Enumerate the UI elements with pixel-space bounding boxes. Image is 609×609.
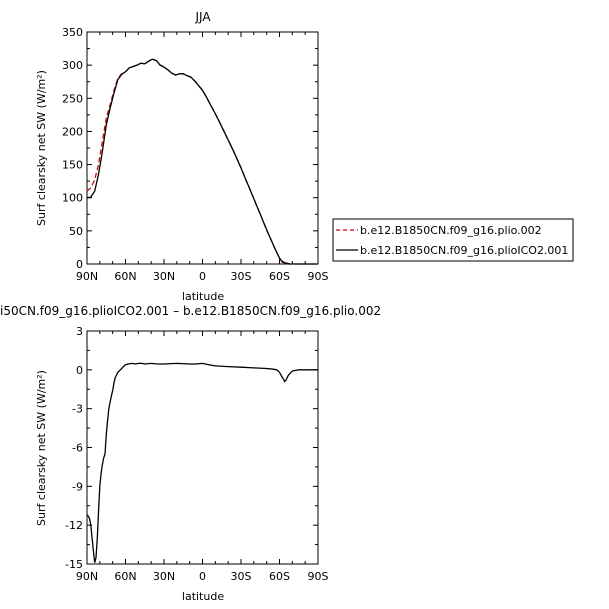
top-x-tick-label: 90N — [76, 270, 98, 283]
bottom-x-axis-label: latitude — [182, 590, 224, 603]
top-x-tick-label: 30S — [231, 270, 252, 283]
bottom-y-tick-label: -15 — [65, 558, 83, 571]
top-series-line-1 — [86, 58, 318, 265]
bottom-panel: i50CN.f09_g16.plioICO2.001 – b.e12.B1850… — [0, 304, 381, 603]
top-y-tick-label: 50 — [69, 225, 83, 238]
top-axes: 90N 60N 30N 0 30S 60S 90S 0 50 100 150 200 250 300 350 — [62, 26, 329, 283]
bottom-axes: 90N 60N 30N 0 30S 60S 90S -15 -12 -9 -6 -3 0 3 — [65, 325, 328, 583]
top-series-lines — [86, 58, 318, 265]
bottom-y-axis-label: Surf clearsky net SW (W/m²) — [35, 370, 48, 526]
bottom-y-tick-label: 3 — [76, 325, 83, 338]
top-y-tick-label: 100 — [62, 192, 83, 205]
bottom-x-tick-label: 60S — [269, 570, 290, 583]
top-chart-title: JJA — [194, 10, 211, 24]
legend-label-plio: b.e12.B1850CN.f09_g16.plio.002 — [360, 224, 542, 237]
bottom-series-lines — [86, 362, 318, 563]
bottom-y-tick-label: -9 — [72, 480, 83, 493]
top-y-tick-label: 300 — [62, 59, 83, 72]
bottom-x-tick-label: 30S — [231, 570, 252, 583]
bottom-y-tick-label: -12 — [65, 519, 83, 532]
top-x-tick-label: 60N — [114, 270, 136, 283]
top-x-tick-label: 60S — [269, 270, 290, 283]
top-panel: JJA 90N 60N 30N 0 30S 60S 90S 0 50 100 150 200 250 30… — [35, 10, 329, 303]
top-y-tick-label: 350 — [62, 26, 83, 39]
bottom-x-tick-label: 30N — [153, 570, 175, 583]
bottom-y-tick-label: 0 — [76, 364, 83, 377]
top-x-axis-label: latitude — [182, 290, 224, 303]
top-x-tick-label: 0 — [199, 270, 206, 283]
legend: b.e12.B1850CN.f09_g16.plio.002 b.e12.B18… — [332, 218, 574, 262]
bottom-chart-title: i50CN.f09_g16.plioICO2.001 – b.e12.B1850… — [0, 304, 381, 318]
legend-label-plioICO2: b.e12.B1850CN.f09_g16.plioICO2.001 — [360, 244, 568, 257]
bottom-x-tick-label: 90N — [76, 570, 98, 583]
bottom-y-tick-label: -6 — [72, 442, 83, 455]
top-y-tick-label: 150 — [62, 159, 83, 172]
bottom-series-line-0 — [86, 362, 318, 563]
top-x-tick-label: 30N — [153, 270, 175, 283]
top-x-tick-label: 90S — [308, 270, 329, 283]
legend-box — [332, 218, 574, 262]
bottom-y-tick-label: -3 — [72, 403, 83, 416]
top-plot-frame — [86, 31, 319, 265]
top-y-axis-label: Surf clearsky net SW (W/m²) — [35, 70, 48, 226]
bottom-x-tick-label: 90S — [308, 570, 329, 583]
top-y-tick-label: 200 — [62, 125, 83, 138]
top-y-tick-label: 250 — [62, 92, 83, 105]
bottom-plot-frame — [86, 330, 319, 565]
bottom-x-tick-label: 0 — [199, 570, 206, 583]
bottom-x-tick-label: 60N — [114, 570, 136, 583]
top-y-tick-label: 0 — [76, 258, 83, 271]
